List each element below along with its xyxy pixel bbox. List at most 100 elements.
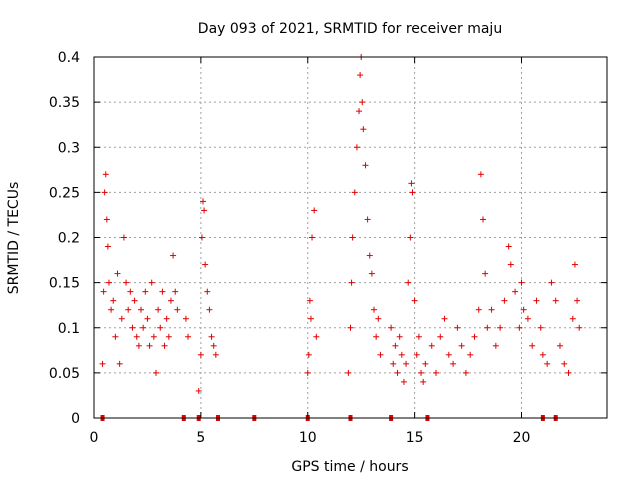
data-point (415, 333, 422, 340)
data-point (574, 297, 581, 304)
data-point (388, 324, 395, 331)
data-point (518, 279, 525, 286)
data-point (409, 189, 416, 196)
data-point (163, 315, 170, 322)
data-point (142, 288, 149, 295)
data-point (390, 360, 397, 367)
y-tick-label: 0.3 (58, 140, 80, 156)
data-point (208, 333, 215, 340)
data-point (170, 252, 177, 259)
data-point (195, 387, 202, 394)
data-point (138, 306, 145, 313)
data-point (157, 324, 164, 331)
data-point (125, 306, 132, 313)
data-point (357, 72, 364, 79)
data-point (345, 369, 352, 376)
data-point (161, 342, 168, 349)
data-point (202, 261, 209, 268)
data-point (197, 351, 204, 358)
data-point (529, 342, 536, 349)
data-point (501, 297, 508, 304)
data-point (576, 324, 583, 331)
data-point (307, 315, 314, 322)
data-point (362, 162, 369, 169)
data-point (398, 351, 405, 358)
data-point (394, 369, 401, 376)
data-point (408, 180, 415, 187)
data-point (569, 315, 576, 322)
y-tick-label: 0.15 (49, 276, 80, 292)
data-point (360, 126, 367, 133)
data-point (445, 351, 452, 358)
data-point (407, 234, 414, 241)
data-point (437, 333, 444, 340)
data-point (433, 369, 439, 376)
data-point (204, 288, 211, 295)
y-tick-label: 0.4 (58, 50, 80, 66)
data-point (565, 369, 572, 376)
data-point (101, 189, 108, 196)
data-point (454, 324, 461, 331)
data-point (475, 306, 482, 313)
data-point (351, 189, 358, 196)
data-point (304, 369, 311, 376)
data-point (102, 171, 109, 178)
data-point (110, 297, 117, 304)
data-point (520, 306, 527, 313)
data-point (150, 333, 157, 340)
data-point (516, 324, 523, 331)
data-point (544, 360, 551, 367)
data-point (133, 333, 140, 340)
data-point (311, 207, 318, 214)
data-point (405, 279, 412, 286)
y-axis-label: SRMTID / TECUs (6, 182, 22, 295)
data-point (172, 288, 179, 295)
data-point (105, 279, 112, 286)
y-tick-label: 0 (71, 411, 80, 427)
data-point (411, 297, 418, 304)
data-point (182, 315, 189, 322)
data-point (349, 234, 356, 241)
data-point (353, 144, 360, 151)
data-point (356, 108, 363, 115)
data-point (533, 297, 540, 304)
data-point (212, 351, 219, 358)
data-point (313, 333, 320, 340)
chart-title: Day 093 of 2021, SRMTID for receiver maj… (198, 21, 502, 37)
data-point (116, 360, 123, 367)
x-tick-label: 0 (90, 430, 99, 446)
data-point (305, 351, 312, 358)
data-point (123, 279, 130, 286)
data-point (403, 360, 410, 367)
data-point (167, 297, 174, 304)
data-point (552, 297, 559, 304)
y-tick-label: 0.2 (58, 231, 80, 247)
data-point (441, 315, 448, 322)
data-point (155, 306, 162, 313)
data-point (201, 207, 208, 214)
data-point (185, 333, 192, 340)
data-point (484, 324, 491, 331)
y-tick-labels: 0 0.05 0.1 0.15 0.2 0.25 0.3 0.35 0.4 (49, 50, 80, 427)
data-point (537, 324, 544, 331)
data-point (127, 288, 134, 295)
data-point (135, 342, 142, 349)
data-point (144, 315, 151, 322)
data-point (131, 297, 138, 304)
data-point (306, 297, 313, 304)
data-point (480, 216, 487, 223)
data-point (100, 288, 107, 295)
data-point (366, 252, 373, 259)
axis-ticks (93, 56, 607, 419)
x-axis-label: GPS time / hours (291, 459, 408, 475)
data-point (377, 351, 384, 358)
data-point (368, 270, 375, 277)
data-point (524, 315, 531, 322)
x-tick-label: 10 (299, 430, 317, 446)
data-point (159, 288, 166, 295)
x-tick-label: 5 (196, 430, 205, 446)
data-point (507, 261, 514, 268)
data-point (129, 324, 136, 331)
data-point (114, 270, 121, 277)
y-tick-label: 0.35 (49, 95, 80, 111)
